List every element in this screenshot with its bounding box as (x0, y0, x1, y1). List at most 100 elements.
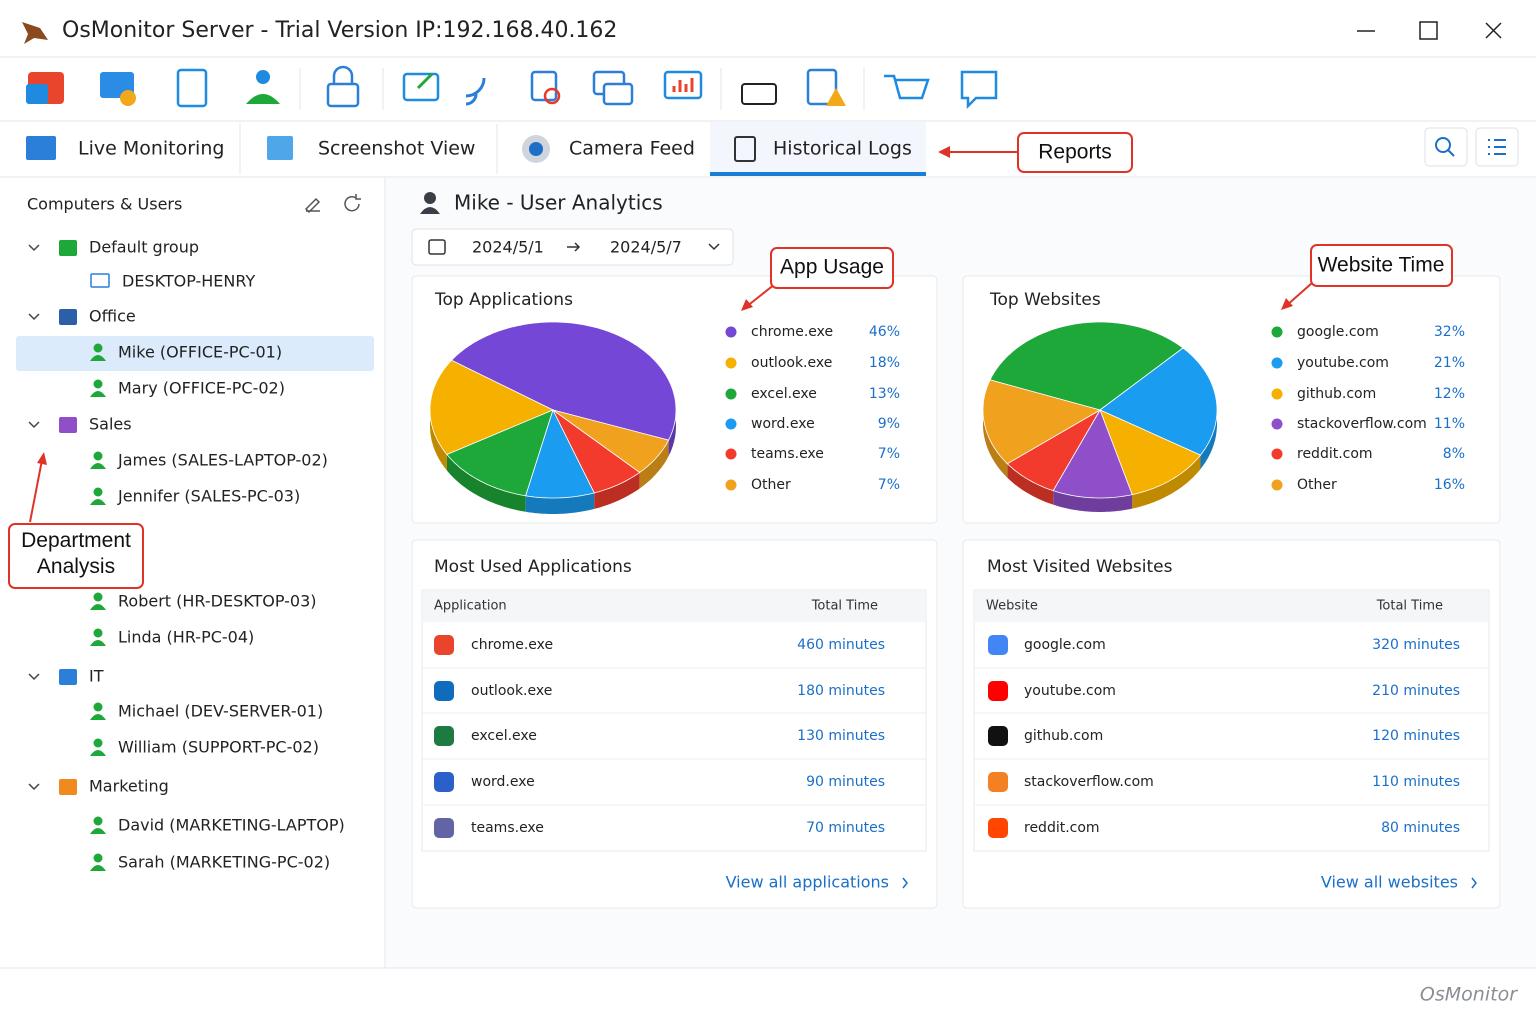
legend-label: teams.exe (751, 446, 824, 462)
user-label[interactable]: Mary (OFFICE-PC-02) (118, 379, 285, 398)
close-button[interactable] (1485, 22, 1502, 39)
tool-icon[interactable] (256, 70, 270, 84)
group-label[interactable]: Office (89, 307, 136, 326)
view-all-link[interactable]: View all applications (726, 873, 889, 892)
tool-icon[interactable] (806, 68, 838, 106)
user-label[interactable]: Robert (HR-DESKTOP-03) (118, 592, 317, 611)
search-button[interactable] (1424, 127, 1468, 167)
expand-chevron[interactable] (28, 421, 40, 429)
table-title: Most Used Applications (434, 557, 632, 577)
tab-icon-part (529, 142, 543, 156)
toolbar (26, 65, 998, 110)
tool-icon-part (26, 84, 48, 104)
expand-chevron[interactable] (28, 244, 40, 252)
user-label[interactable]: Mike (OFFICE-PC-01) (118, 343, 282, 362)
tool-icon[interactable] (326, 82, 360, 108)
tab[interactable]: Screenshot View (318, 138, 475, 160)
legend-value: 9% (878, 416, 900, 432)
tool-icon[interactable] (402, 72, 440, 102)
legend-label: reddit.com (1297, 446, 1373, 462)
user-icon (90, 604, 106, 610)
pie-side (446, 454, 526, 512)
row-name: word.exe (471, 774, 535, 790)
row-name: github.com (1024, 728, 1103, 744)
tool-icon[interactable] (884, 74, 930, 100)
row-time: 180 minutes (797, 683, 885, 699)
legend-dot (1271, 418, 1283, 430)
user-label[interactable]: James (SALES-LAPTOP-02) (117, 451, 328, 470)
maximize-button[interactable] (1419, 21, 1438, 40)
tool-icon[interactable] (530, 70, 558, 102)
legend-value: 13% (869, 386, 900, 402)
edit-button[interactable] (304, 197, 321, 214)
user-label[interactable]: Michael (DEV-SERVER-01) (118, 702, 323, 721)
callouts: Reports App Usage Website Time Departmen… (8, 132, 1453, 589)
user-icon (93, 702, 103, 712)
tool-icon[interactable] (960, 70, 998, 110)
view-all-link[interactable]: View all websites (1321, 873, 1458, 892)
tool-icon-part (826, 88, 846, 106)
row-name: stackoverflow.com (1024, 774, 1154, 790)
calendar-icon (428, 239, 446, 255)
user-icon (93, 379, 103, 389)
tool-icon-part (602, 82, 634, 106)
pie-slice (446, 409, 554, 497)
tool-icon[interactable] (465, 77, 486, 106)
pie-slice (1099, 409, 1202, 496)
page-heading: Mike - User Analytics (454, 191, 663, 215)
tab-icon (26, 136, 56, 160)
callout-arrowhead (938, 146, 950, 158)
group-label[interactable]: Sales (89, 415, 132, 434)
legend-label: Other (751, 477, 791, 493)
row-icon (988, 635, 1008, 655)
user-label[interactable]: Sarah (MARKETING-PC-02) (118, 853, 330, 872)
tool-icon[interactable] (741, 83, 777, 105)
legend-value: 21% (1434, 355, 1465, 371)
user-icon (93, 816, 103, 826)
tab[interactable]: Historical Logs (773, 138, 912, 160)
tab[interactable]: Camera Feed (569, 138, 695, 160)
callout-text: App Usage (780, 256, 884, 279)
user-label[interactable]: Linda (HR-PC-04) (118, 628, 254, 647)
expand-chevron[interactable] (28, 313, 40, 321)
callout-box (8, 523, 144, 589)
user-icon (93, 592, 103, 602)
callout-arrow (745, 283, 776, 308)
computer-label[interactable]: DESKTOP-HENRY (122, 272, 255, 291)
user-label[interactable]: William (SUPPORT-PC-02) (118, 738, 319, 757)
row-icon (434, 681, 454, 701)
user-icon (93, 451, 103, 461)
row-time: 120 minutes (1372, 728, 1460, 744)
row-name: teams.exe (471, 820, 544, 836)
row-name: reddit.com (1024, 820, 1100, 836)
search-icon (1447, 149, 1455, 157)
tool-icon[interactable] (663, 70, 703, 100)
refresh-button[interactable] (344, 194, 361, 212)
group-label[interactable]: Default group (89, 238, 199, 257)
user-icon (93, 738, 103, 748)
pie-slice (1099, 347, 1218, 456)
pie-slice (989, 321, 1184, 411)
charts: Top Applications chrome.exe 46% outlook.exe… (429, 290, 1465, 514)
legend-dot (1271, 479, 1283, 491)
tab[interactable]: Live Monitoring (78, 138, 224, 160)
pie-side (594, 472, 640, 509)
group-label[interactable]: Marketing (89, 777, 169, 796)
callout-box (770, 247, 894, 289)
group-label[interactable]: IT (89, 667, 104, 686)
user-label[interactable]: David (MARKETING-LAPTOP) (118, 816, 345, 835)
table-frame (421, 589, 927, 852)
callout-box (1017, 132, 1133, 173)
expand-chevron[interactable] (28, 783, 40, 791)
user-label[interactable]: Jennifer (SALES-PC-03) (117, 487, 300, 506)
arrow-icon (567, 242, 581, 252)
tool-icon[interactable] (176, 68, 208, 108)
expand-chevron[interactable] (28, 673, 40, 681)
user-icon (93, 487, 103, 497)
user-icon (93, 343, 103, 353)
pie-slice (1052, 409, 1133, 499)
table-header-bg (975, 591, 1488, 622)
user-icon (90, 750, 106, 756)
legend-dot (1271, 388, 1283, 400)
legend-label: outlook.exe (751, 355, 832, 371)
